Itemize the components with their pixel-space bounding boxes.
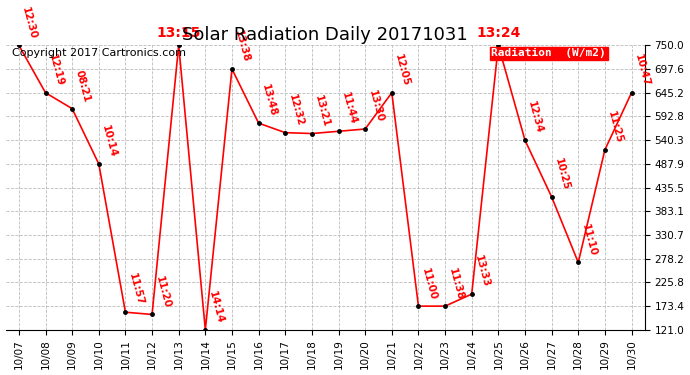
- Text: Radiation  (W/m2): Radiation (W/m2): [491, 48, 607, 58]
- Text: 13:24: 13:24: [476, 26, 520, 40]
- Title: Solar Radiation Daily 20171031: Solar Radiation Daily 20171031: [182, 26, 468, 44]
- Text: 11:10: 11:10: [580, 223, 598, 257]
- Text: 10:14: 10:14: [100, 124, 119, 159]
- Text: 14:14: 14:14: [207, 290, 225, 325]
- Text: 10:47: 10:47: [633, 53, 651, 88]
- Text: 12:05: 12:05: [393, 53, 411, 88]
- Text: 11:00: 11:00: [420, 267, 438, 301]
- Text: 12:30: 12:30: [20, 6, 39, 40]
- Text: 11:25: 11:25: [607, 110, 624, 145]
- Text: 13:15: 13:15: [157, 26, 201, 40]
- Text: 11:20: 11:20: [153, 275, 172, 309]
- Text: 13:30: 13:30: [366, 89, 385, 124]
- Text: 13:48: 13:48: [260, 83, 278, 118]
- Text: 10:25: 10:25: [553, 157, 571, 192]
- Text: Copyright 2017 Cartronics.com: Copyright 2017 Cartronics.com: [12, 48, 186, 58]
- Text: 12:19: 12:19: [47, 53, 65, 88]
- Text: 13:21: 13:21: [313, 94, 331, 128]
- Text: 08:21: 08:21: [73, 69, 92, 104]
- Text: 13:38: 13:38: [233, 29, 252, 64]
- Text: 11:44: 11:44: [340, 92, 358, 126]
- Text: 13:33: 13:33: [473, 254, 491, 289]
- Text: 12:34: 12:34: [526, 100, 544, 135]
- Text: 11:57: 11:57: [127, 272, 145, 307]
- Text: 11:38: 11:38: [446, 267, 464, 301]
- Text: 12:32: 12:32: [286, 93, 305, 128]
